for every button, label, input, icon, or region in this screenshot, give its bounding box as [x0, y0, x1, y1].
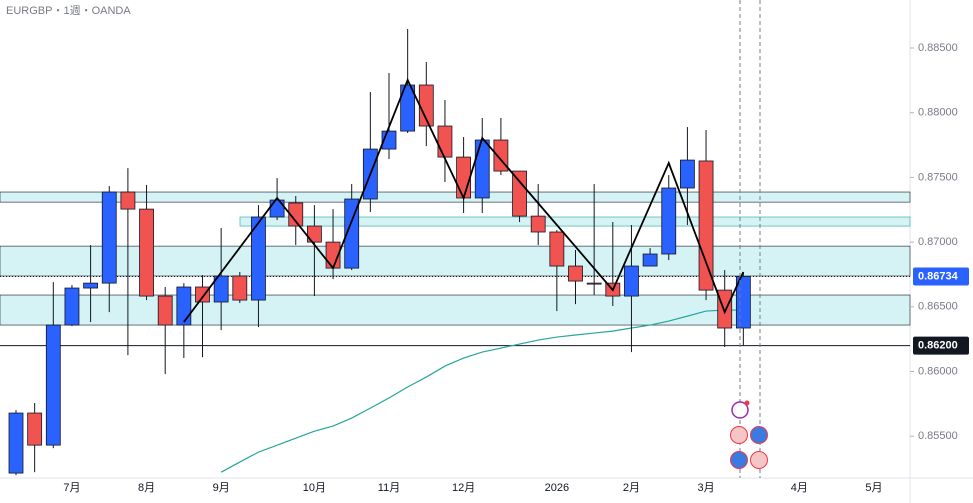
candle-body	[139, 208, 154, 297]
y-tick-label: 0.86500	[918, 301, 958, 313]
y-tick-label: 0.88000	[918, 107, 958, 119]
zone	[0, 245, 911, 277]
x-tick-label: 11月	[378, 482, 400, 494]
y-tick-label: 0.87500	[918, 171, 958, 183]
x-tick-label: 9月	[213, 482, 230, 494]
x-tick-label: 10月	[303, 482, 326, 494]
candle-body	[530, 215, 546, 233]
candle-body	[568, 265, 583, 282]
candle-body	[680, 159, 695, 189]
candle-body	[400, 84, 416, 132]
zone	[239, 216, 911, 227]
candle-body	[269, 199, 285, 218]
candle-body	[232, 275, 248, 301]
zone	[0, 294, 911, 326]
candle-body	[288, 202, 304, 227]
x-tick-label: 12月	[452, 482, 475, 494]
x-tick-label: 8月	[138, 482, 155, 494]
event-icon[interactable]	[731, 401, 749, 419]
candle-body	[456, 156, 472, 199]
last-price-label: 0.86734	[918, 270, 959, 282]
event-icon[interactable]	[730, 426, 748, 444]
candle-body	[157, 295, 173, 326]
candle-body	[195, 286, 210, 303]
y-tick-label: 0.85500	[918, 430, 958, 442]
candle-body	[698, 160, 714, 291]
candle-body	[549, 231, 565, 267]
level-label: 0.86200	[918, 340, 958, 352]
event-icon[interactable]	[750, 451, 768, 469]
candle-body	[717, 289, 733, 329]
candle-body	[101, 191, 117, 284]
candle-body	[624, 265, 639, 297]
y-tick-label: 0.88500	[918, 42, 958, 54]
candle-body	[512, 170, 527, 217]
candle-body	[27, 412, 43, 446]
candle-body	[213, 275, 229, 303]
x-tick-label: 2月	[623, 482, 640, 494]
candle-body	[64, 287, 80, 326]
candle-body	[8, 412, 24, 474]
moving-average	[220, 309, 744, 473]
x-tick-label: 7月	[63, 482, 80, 494]
candle-body	[344, 198, 360, 269]
x-tick-label: 2026	[545, 482, 569, 494]
zigzag	[183, 77, 745, 323]
candle-body	[45, 324, 61, 446]
x-tick-label: 5月	[865, 482, 882, 494]
event-icon[interactable]	[750, 426, 768, 444]
zone	[0, 191, 911, 203]
candle-body	[251, 216, 266, 301]
candle-body	[586, 282, 602, 285]
x-tick-label: 3月	[697, 482, 714, 494]
candle-body	[83, 282, 98, 289]
event-dot	[744, 400, 750, 406]
y-tick-label: 0.86000	[918, 365, 958, 377]
candle-body	[176, 286, 192, 326]
event-icons	[730, 400, 768, 469]
candle-body	[474, 139, 490, 199]
last-price-tag	[913, 267, 969, 286]
chart-title: EURGBP・1週・OANDA	[6, 4, 131, 17]
candle-body	[661, 187, 677, 255]
y-tick-label: 0.87000	[918, 236, 958, 248]
event-icon[interactable]	[730, 451, 748, 469]
x-tick-label: 4月	[791, 482, 808, 494]
candle-body	[120, 191, 136, 210]
level-tag	[913, 336, 969, 355]
candle-body	[306, 225, 322, 243]
candle-body	[437, 125, 453, 158]
candle-body	[642, 253, 658, 267]
